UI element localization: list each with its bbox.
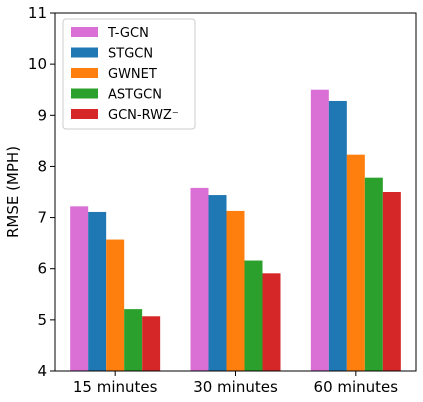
y-tick-label: 6 (37, 260, 47, 278)
x-tick-label: 60 minutes (314, 378, 399, 396)
legend-swatch (71, 88, 98, 99)
bar-gwnet-3 (346, 154, 365, 371)
legend-swatch (71, 47, 98, 58)
y-tick-label: 9 (37, 106, 47, 124)
y-tick-label: 11 (28, 4, 47, 22)
bar-t-gcn-3 (310, 89, 329, 371)
y-tick-label: 10 (28, 55, 47, 73)
legend-swatch (71, 68, 98, 78)
bar-stgcn-3 (328, 100, 347, 372)
legend-label: GWNET (108, 67, 157, 82)
bar-stgcn-2 (208, 195, 227, 371)
bar-t-gcn-1 (70, 206, 89, 371)
legend-swatch (71, 27, 98, 37)
legend-label: GCN-RWZ⁻ (108, 108, 179, 123)
bar-astgcn-2 (244, 260, 263, 371)
bar-gcn-rwz--1 (142, 316, 161, 371)
y-tick-label: 4 (37, 362, 47, 380)
legend-label: T-GCN (107, 26, 149, 41)
bar-gcn-rwz--3 (382, 192, 401, 371)
y-tick-label: 5 (37, 311, 47, 329)
bar-stgcn-1 (88, 211, 107, 371)
y-axis-ticks: 4 5 6 7 8 9 10 11 (28, 4, 55, 380)
bar-astgcn-1 (124, 309, 143, 371)
x-axis-ticks: 15 minutes 30 minutes 60 minutes (73, 371, 398, 396)
bar-gwnet-2 (226, 210, 245, 371)
legend: T-GCN STGCN GWNET ASTGCN GCN-RWZ⁻ (62, 18, 196, 130)
y-tick-label: 7 (37, 209, 47, 227)
bar-gcn-rwz--2 (262, 273, 281, 371)
bar-gwnet-1 (106, 239, 125, 371)
bar-group (70, 89, 401, 372)
x-tick-label: 30 minutes (193, 378, 278, 396)
y-axis-label: RMSE (MPH) (4, 146, 22, 238)
y-tick-label: 8 (37, 157, 47, 175)
legend-label: STGCN (108, 47, 153, 62)
plot-frame (54, 12, 417, 372)
x-tick-label: 15 minutes (73, 378, 158, 396)
bar-astgcn-3 (364, 177, 383, 371)
legend-label: ASTGCN (108, 88, 162, 103)
legend-swatch (71, 109, 98, 119)
legend-box (62, 18, 196, 130)
bar-t-gcn-2 (190, 187, 209, 371)
